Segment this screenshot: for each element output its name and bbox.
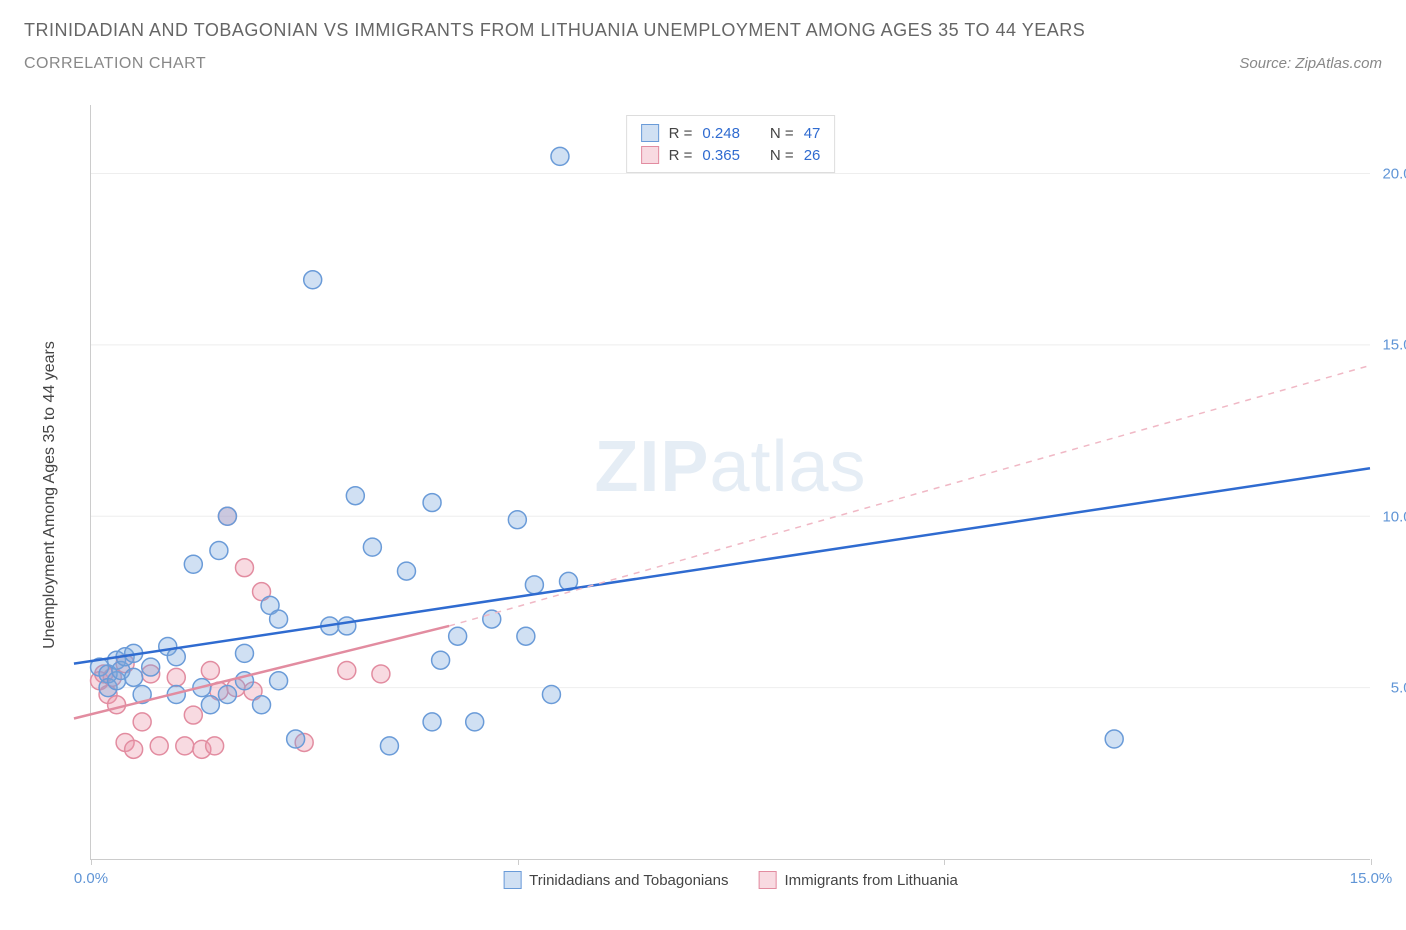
subtitle-row: CORRELATION CHART Source: ZipAtlas.com — [24, 55, 1382, 73]
n-value-b: 26 — [804, 147, 821, 164]
plot-region: ZIPatlas R = 0.248 N = 47 R = 0.365 N — [90, 105, 1370, 860]
chart-area: Unemployment Among Ages 35 to 44 years Z… — [60, 95, 1386, 895]
legend-item-a: Trinidadians and Tobagonians — [503, 871, 728, 889]
trend-lines — [74, 365, 1370, 718]
legend-label-b: Immigrants from Lithuania — [784, 872, 957, 889]
stats-legend: R = 0.248 N = 47 R = 0.365 N = 26 — [626, 115, 836, 173]
y-tick-label: 20.0% — [1382, 165, 1406, 182]
y-tick-label: 15.0% — [1382, 337, 1406, 354]
source-attribution: Source: ZipAtlas.com — [1239, 55, 1382, 72]
x-tick-label: 0.0% — [74, 870, 108, 887]
chart-header: TRINIDADIAN AND TOBAGONIAN VS IMMIGRANTS… — [0, 0, 1406, 73]
bottom-legend: Trinidadians and Tobagonians Immigrants … — [503, 871, 958, 889]
r-value-a: 0.248 — [702, 125, 740, 142]
source-prefix: Source: — [1239, 55, 1295, 72]
y-tick-label: 10.0% — [1382, 508, 1406, 525]
swatch-b-icon — [758, 871, 776, 889]
swatch-a-icon — [503, 871, 521, 889]
swatch-a-icon — [641, 124, 659, 142]
legend-item-b: Immigrants from Lithuania — [758, 871, 957, 889]
r-label: R = — [669, 125, 693, 142]
scatter-series-a — [91, 147, 1124, 754]
x-tick-label: 15.0% — [1350, 870, 1393, 887]
r-value-b: 0.365 — [702, 147, 740, 164]
legend-label-a: Trinidadians and Tobagonians — [529, 872, 728, 889]
chart-title: TRINIDADIAN AND TOBAGONIAN VS IMMIGRANTS… — [24, 18, 1382, 43]
chart-subtitle: CORRELATION CHART — [24, 55, 206, 73]
stats-row-b: R = 0.365 N = 26 — [641, 144, 821, 166]
r-label: R = — [669, 147, 693, 164]
plot-svg — [91, 105, 1370, 859]
swatch-b-icon — [641, 146, 659, 164]
y-axis-label: Unemployment Among Ages 35 to 44 years — [41, 341, 59, 649]
y-tick-label: 5.0% — [1391, 680, 1406, 697]
source-name: ZipAtlas.com — [1295, 55, 1382, 72]
n-label: N = — [770, 125, 794, 142]
stats-row-a: R = 0.248 N = 47 — [641, 122, 821, 144]
n-value-a: 47 — [804, 125, 821, 142]
n-label: N = — [770, 147, 794, 164]
